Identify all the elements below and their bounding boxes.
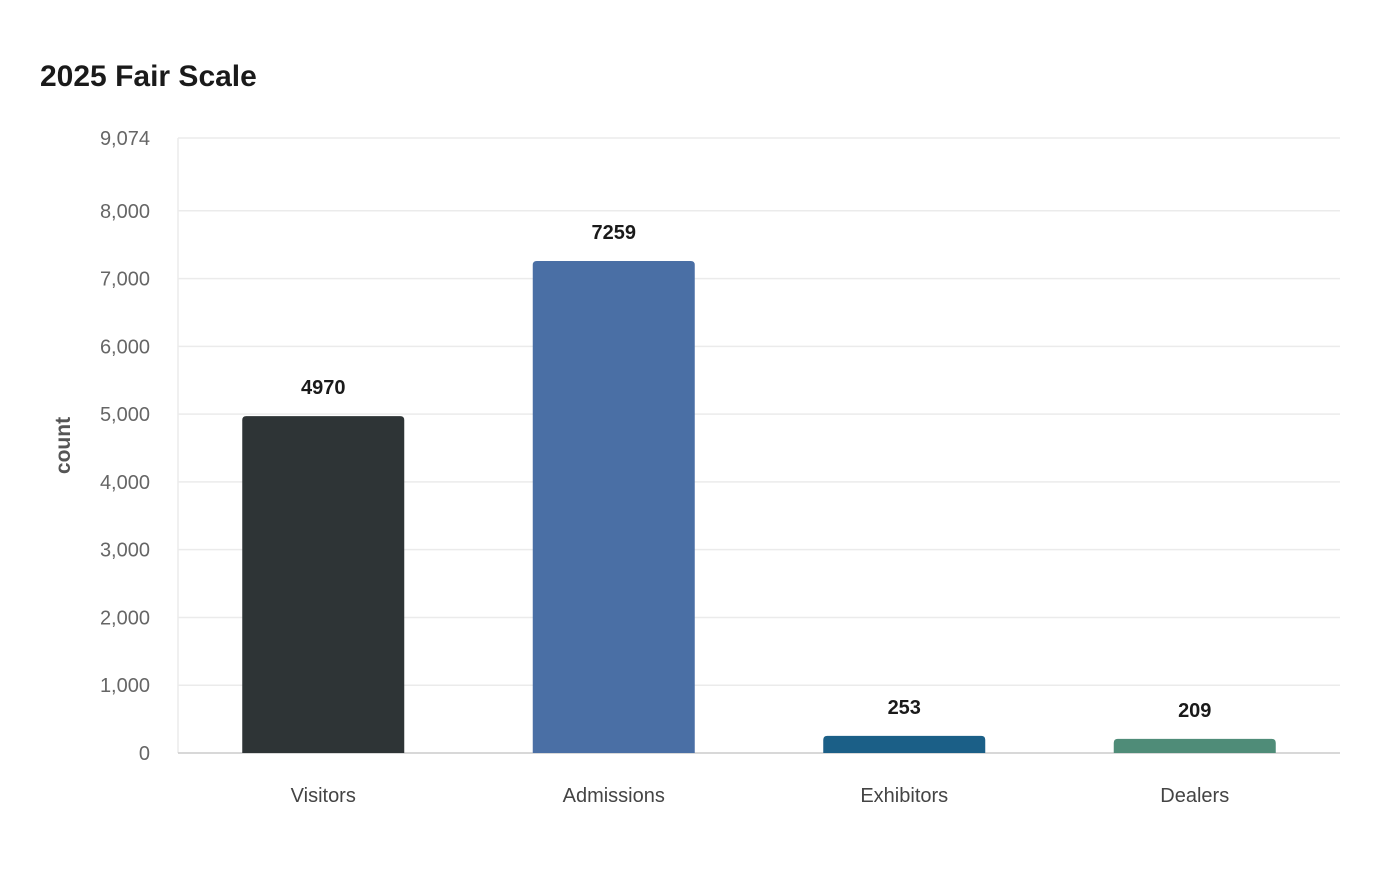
- chart-title: 2025 Fair Scale: [40, 60, 257, 93]
- y-tick-label: 1,000: [100, 675, 150, 697]
- bar-admissions: [532, 261, 695, 753]
- y-tick-label: 0: [139, 743, 150, 765]
- category-label-visitors: Visitors: [291, 785, 356, 807]
- y-tick-label: 2,000: [100, 607, 150, 629]
- x-axis-categories: Visitors Admissions Exhibitors Dealers: [291, 785, 1230, 807]
- bar-visitors: [242, 416, 405, 753]
- category-label-dealers: Dealers: [1160, 785, 1229, 807]
- data-label-dealers: 209: [1178, 700, 1211, 722]
- data-labels: 4970 7259 253 209: [301, 222, 1211, 722]
- y-axis-ticks: 0 1,000 2,000 3,000 4,000 5,000 6,000 7,000 8,00…: [100, 128, 150, 765]
- y-axis-title: count: [52, 417, 75, 474]
- category-label-exhibitors: Exhibitors: [860, 785, 948, 807]
- y-tick-label: 4,000: [100, 472, 150, 494]
- y-tick-label: 5,000: [100, 404, 150, 426]
- bars: [242, 261, 1276, 753]
- data-label-admissions: 7259: [592, 222, 637, 244]
- y-tick-label: 3,000: [100, 540, 150, 562]
- y-tick-label: 7,000: [100, 269, 150, 291]
- y-tick-label: 8,000: [100, 201, 150, 223]
- data-label-exhibitors: 253: [888, 697, 921, 719]
- bar-dealers: [1113, 738, 1276, 753]
- category-label-admissions: Admissions: [563, 785, 665, 807]
- data-label-visitors: 4970: [301, 377, 346, 399]
- bar-exhibitors: [823, 735, 986, 753]
- y-tick-label: 6,000: [100, 336, 150, 358]
- y-tick-label: 9,074: [100, 128, 150, 150]
